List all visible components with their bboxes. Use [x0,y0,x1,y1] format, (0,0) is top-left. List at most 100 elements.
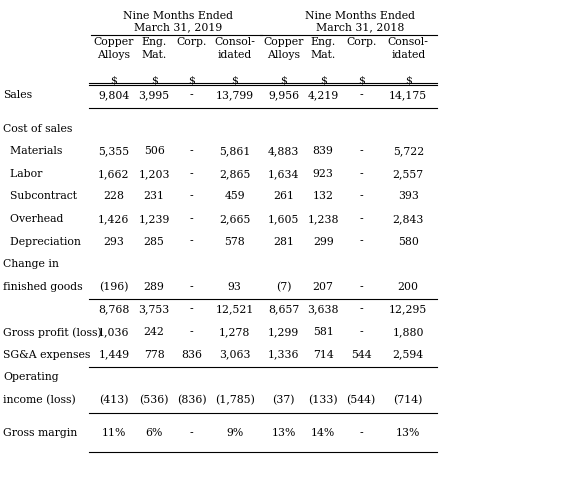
Text: Operating: Operating [3,372,59,382]
Text: 2,843: 2,843 [393,214,424,224]
Text: 1,036: 1,036 [98,327,129,337]
Text: 132: 132 [313,191,333,201]
Text: Nine Months Ended: Nine Months Ended [123,11,233,21]
Text: -: - [359,282,363,292]
Text: 3,753: 3,753 [139,304,170,315]
Text: -: - [190,169,193,179]
Text: 5,861: 5,861 [219,146,250,156]
Text: -: - [359,214,363,224]
Text: -: - [190,282,193,292]
Text: (37): (37) [272,395,295,405]
Text: $: $ [320,76,327,85]
Text: 281: 281 [273,237,294,247]
Text: 5,722: 5,722 [393,146,424,156]
Text: 289: 289 [144,282,164,292]
Text: Eng.
Mat.: Eng. Mat. [141,37,167,60]
Text: 1,426: 1,426 [98,214,129,224]
Text: 231: 231 [144,191,164,201]
Text: -: - [359,146,363,156]
Text: 8,768: 8,768 [98,304,129,315]
Text: SG&A expenses: SG&A expenses [3,349,90,360]
Text: Depreciation: Depreciation [3,237,80,247]
Text: 1,278: 1,278 [219,327,250,337]
Text: (133): (133) [308,395,338,405]
Text: -: - [359,169,363,179]
Text: 1,336: 1,336 [268,349,299,360]
Text: 9,804: 9,804 [98,90,129,100]
Text: 1,238: 1,238 [308,214,339,224]
Text: Overhead: Overhead [3,214,63,224]
Text: Gross profit (loss): Gross profit (loss) [3,327,102,337]
Text: -: - [359,90,363,100]
Text: Gross margin: Gross margin [3,428,77,438]
Text: -: - [359,191,363,201]
Text: 3,063: 3,063 [219,349,250,360]
Text: -: - [190,146,193,156]
Text: income (loss): income (loss) [3,395,76,405]
Text: Change in: Change in [3,259,59,269]
Text: Copper
Alloys: Copper Alloys [263,37,304,60]
Text: -: - [190,327,193,337]
Text: 2,557: 2,557 [393,169,424,179]
Text: 9,956: 9,956 [268,90,299,100]
Text: 544: 544 [351,349,371,360]
Text: -: - [190,428,193,438]
Text: -: - [190,214,193,224]
Text: -: - [359,428,363,438]
Text: March 31, 2019: March 31, 2019 [134,22,223,32]
Text: 11%: 11% [102,428,126,438]
Text: Subcontract: Subcontract [3,191,77,201]
Text: 1,203: 1,203 [139,169,170,179]
Text: $: $ [231,76,238,85]
Text: 242: 242 [144,327,164,337]
Text: -: - [190,191,193,201]
Text: Nine Months Ended: Nine Months Ended [305,11,415,21]
Text: 12,295: 12,295 [389,304,427,315]
Text: 14%: 14% [311,428,335,438]
Text: Consol-
idated: Consol- idated [214,37,255,60]
Text: Corp.: Corp. [346,37,376,47]
Text: (1,785): (1,785) [214,395,255,405]
Text: -: - [359,327,363,337]
Text: $: $ [405,76,412,85]
Text: 393: 393 [398,191,419,201]
Text: 714: 714 [313,349,333,360]
Text: $: $ [280,76,287,85]
Text: -: - [190,90,193,100]
Text: Corp.: Corp. [177,37,206,47]
Text: March 31, 2018: March 31, 2018 [316,22,404,32]
Text: 13%: 13% [396,428,420,438]
Text: 459: 459 [224,191,245,201]
Text: 200: 200 [398,282,419,292]
Text: 578: 578 [224,237,245,247]
Text: Consol-
idated: Consol- idated [388,37,429,60]
Text: 2,665: 2,665 [219,214,250,224]
Text: (413): (413) [99,395,129,405]
Text: (836): (836) [177,395,206,405]
Text: 839: 839 [313,146,333,156]
Text: (714): (714) [393,395,423,405]
Text: 1,239: 1,239 [139,214,170,224]
Text: 293: 293 [104,237,124,247]
Text: 1,662: 1,662 [98,169,129,179]
Text: 93: 93 [228,282,242,292]
Text: Materials: Materials [3,146,62,156]
Text: Eng.
Mat.: Eng. Mat. [310,37,336,60]
Text: 6%: 6% [145,428,163,438]
Text: (196): (196) [99,282,129,292]
Text: Cost of sales: Cost of sales [3,123,72,134]
Text: 8,657: 8,657 [268,304,299,315]
Text: (544): (544) [347,395,375,405]
Text: $: $ [358,76,365,85]
Text: 261: 261 [273,191,294,201]
Text: 4,219: 4,219 [308,90,339,100]
Text: 1,449: 1,449 [98,349,129,360]
Text: Copper
Alloys: Copper Alloys [94,37,134,60]
Text: 9%: 9% [226,428,243,438]
Text: Sales: Sales [3,90,32,100]
Text: 580: 580 [398,237,419,247]
Text: 13%: 13% [271,428,296,438]
Text: 2,594: 2,594 [393,349,424,360]
Text: $: $ [188,76,195,85]
Text: 581: 581 [313,327,333,337]
